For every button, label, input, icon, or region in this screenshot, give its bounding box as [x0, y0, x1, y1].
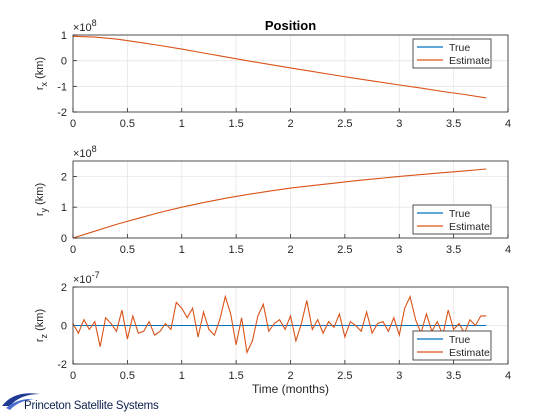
- x-tick-label: 0: [70, 244, 76, 256]
- subplot-3: 0 0.5 1 1.5 2 2.5 3 3.5 420-2×10-7rz (km)Time (m…: [34, 270, 511, 396]
- axis-exponent: ×10-7: [73, 270, 100, 286]
- company-logo-text: Princeton Satellite Systems: [24, 400, 159, 412]
- x-tick-label: 1: [179, 118, 185, 130]
- x-tick-label: 3: [396, 118, 402, 130]
- x-tick-label: 2: [287, 370, 293, 382]
- x-tick-label: 0.5: [120, 244, 135, 256]
- x-tick-label: 1.5: [228, 118, 243, 130]
- subplot-2: 0 0.5 1 1.5 2 2.5 3 3.5 4 2 1 0 ×108 ry (km) TrueEstim…: [34, 144, 511, 256]
- axes-box: [72, 160, 509, 239]
- y-tick-label: 2: [61, 282, 67, 294]
- x-tick-label: 2: [287, 118, 293, 130]
- y-tick-label: 1: [61, 30, 67, 42]
- x-tick-label: 1.5: [228, 370, 243, 382]
- y-axis-label: rz (km): [34, 309, 49, 342]
- x-tick-label: 3.5: [446, 244, 461, 256]
- legend-box: [412, 330, 492, 361]
- x-tick-label: 1: [179, 244, 185, 256]
- x-tick-label: 0.5: [120, 370, 135, 382]
- series-line-estimate: [72, 168, 487, 239]
- y-tick-label: 0: [61, 321, 67, 333]
- y-tick-label: 0: [61, 56, 67, 68]
- legend-box: [412, 38, 492, 69]
- axis-exponent: ×108: [73, 18, 97, 34]
- axis-exponent: ×108: [73, 144, 97, 160]
- x-tick-label: 2.5: [337, 244, 352, 256]
- y-tick-label: 1: [61, 202, 67, 214]
- y-tick-label: -1: [57, 81, 67, 93]
- x-tick-label: 1.5: [228, 244, 243, 256]
- x-tick-label: 3: [396, 244, 402, 256]
- x-tick-label: 4: [505, 370, 511, 382]
- y-tick-label: 0: [61, 233, 67, 245]
- chart-title: Position: [265, 18, 316, 33]
- company-logo: [2, 393, 40, 410]
- legend-label-true: True: [449, 334, 470, 346]
- y-axis-label: ry (km): [34, 183, 49, 216]
- x-tick-label: 3.5: [446, 370, 461, 382]
- y-tick-label: 2: [61, 171, 67, 183]
- x-tick-label: 3: [396, 370, 402, 382]
- legend-label-estimate: Estimate: [449, 55, 490, 67]
- x-tick-label: 0: [70, 118, 76, 130]
- y-tick-label: -2: [57, 107, 67, 119]
- series-line-estimate: [72, 35, 487, 99]
- x-tick-label: 0.5: [120, 118, 135, 130]
- legend-label-true: True: [449, 42, 470, 54]
- legend-box: [412, 204, 492, 235]
- y-axis-label: rx (km): [34, 57, 49, 90]
- x-tick-label: 2.5: [337, 370, 352, 382]
- axes-box: [72, 286, 509, 365]
- subplot-1: 0 0.5 1 1.5 2 2.5 3 3.5 4 1 0 -1 -2 ×108 rx (km) Positi…: [34, 18, 511, 130]
- legend-label-estimate: Estimate: [449, 221, 490, 233]
- x-tick-label: 1: [179, 370, 185, 382]
- x-tick-label: 2: [287, 244, 293, 256]
- x-tick-label: 4: [505, 244, 511, 256]
- axes-box: [72, 34, 509, 113]
- x-tick-label: 4: [505, 118, 511, 130]
- series-line-estimate: [72, 294, 487, 355]
- x-tick-label: 3.5: [446, 118, 461, 130]
- legend-label-estimate: Estimate: [449, 347, 490, 359]
- x-tick-label: 2.5: [337, 118, 352, 130]
- x-axis-label: Time (months): [252, 382, 329, 396]
- y-tick-label: -2: [57, 359, 67, 371]
- x-tick-label: 0: [70, 370, 76, 382]
- legend-label-true: True: [449, 208, 470, 220]
